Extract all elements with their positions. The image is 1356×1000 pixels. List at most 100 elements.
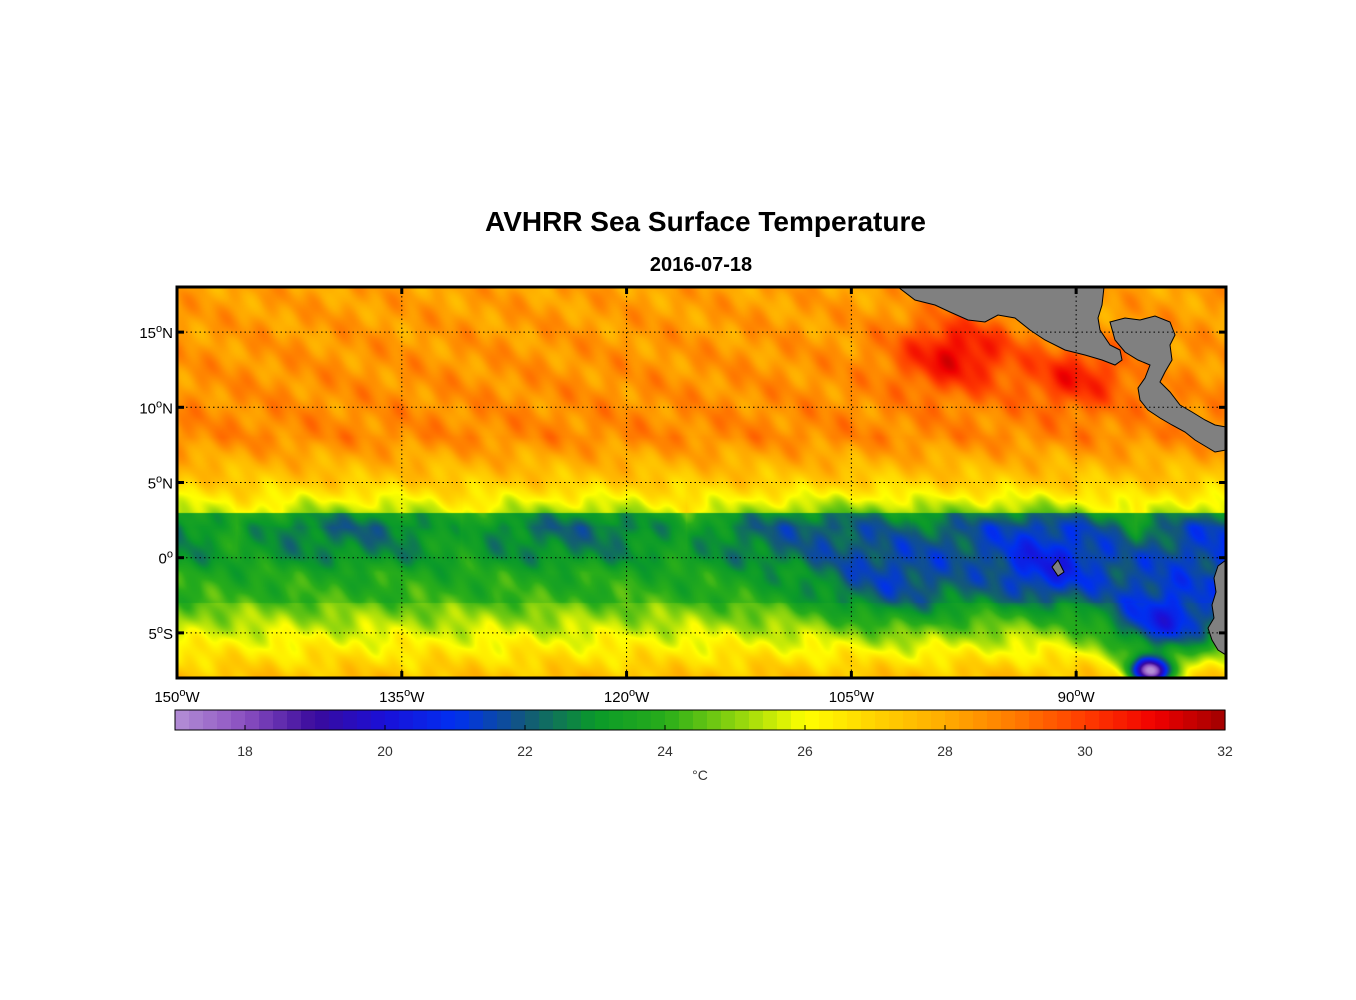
colorbar-swatch	[819, 710, 834, 730]
colorbar-swatch	[707, 710, 722, 730]
colorbar-swatch	[203, 710, 218, 730]
colorbar-swatch	[1099, 710, 1114, 730]
colorbar-swatch	[721, 710, 736, 730]
y-tick-label: 15oN	[139, 323, 173, 342]
y-tick-label: 10oN	[139, 398, 173, 417]
colorbar-swatch	[553, 710, 568, 730]
colorbar-swatch	[539, 710, 554, 730]
colorbar-swatch	[1169, 710, 1184, 730]
colorbar-swatch	[763, 710, 778, 730]
colorbar-swatch	[1113, 710, 1128, 730]
x-tick-label: 90oW	[1058, 687, 1096, 706]
south-america-land	[1207, 559, 1226, 656]
colorbar-swatch	[245, 710, 260, 730]
x-tick-label: 120oW	[604, 687, 650, 706]
colorbar-unit-label: °C	[692, 767, 708, 783]
colorbar-swatch	[259, 710, 274, 730]
colorbar-swatch	[917, 710, 932, 730]
colorbar-swatch	[665, 710, 680, 730]
colorbar-swatch	[483, 710, 498, 730]
colorbar-swatch	[987, 710, 1002, 730]
colorbar-swatch	[1029, 710, 1044, 730]
x-tick-label: 105oW	[829, 687, 875, 706]
colorbar-swatch	[1127, 710, 1142, 730]
colorbar-swatch	[1155, 710, 1170, 730]
colorbar-frame	[174, 709, 1226, 731]
colorbar-swatch	[175, 710, 190, 730]
colorbar-swatch	[1141, 710, 1156, 730]
colorbar-swatch	[413, 710, 428, 730]
colorbar-swatch	[231, 710, 246, 730]
colorbar-swatch	[581, 710, 596, 730]
colorbar-swatch	[679, 710, 694, 730]
colorbar-swatch	[1015, 710, 1030, 730]
colorbar-swatch	[805, 710, 820, 730]
colorbar-swatch	[791, 710, 806, 730]
colorbar-swatch	[497, 710, 512, 730]
colorbar-tick-label: 28	[937, 743, 953, 759]
colorbar-swatch	[749, 710, 764, 730]
colorbar-swatch	[637, 710, 652, 730]
colorbar-tick-label: 18	[237, 743, 253, 759]
colorbar-swatch	[847, 710, 862, 730]
colorbar-tick-label: 32	[1217, 743, 1233, 759]
colorbar-tick-label: 20	[377, 743, 393, 759]
colorbar-swatch	[525, 710, 540, 730]
colorbar-swatch	[735, 710, 750, 730]
y-tick-label: 5oN	[148, 474, 173, 493]
colorbar-swatch	[1043, 710, 1058, 730]
map-title: AVHRR Sea Surface Temperature	[485, 206, 926, 237]
colorbar-swatch	[357, 710, 372, 730]
colorbar-swatch	[441, 710, 456, 730]
colorbar-swatch	[833, 710, 848, 730]
colorbar-swatch	[301, 710, 316, 730]
colorbar-swatch	[371, 710, 386, 730]
colorbar-swatch	[273, 710, 288, 730]
colorbar-swatch	[1183, 710, 1198, 730]
colorbar: 18 20 22 24 26 28 30 32 °C	[174, 709, 1233, 783]
colorbar-swatch	[189, 710, 204, 730]
colorbar-swatch	[623, 710, 638, 730]
colorbar-swatch	[469, 710, 484, 730]
galapagos-island	[1051, 559, 1065, 577]
colorbar-swatch	[959, 710, 974, 730]
colorbar-swatch	[595, 710, 610, 730]
colorbar-tick-label: 22	[517, 743, 533, 759]
colorbar-swatch	[931, 710, 946, 730]
graticule	[177, 287, 1226, 678]
colorbar-swatch	[385, 710, 400, 730]
central-america-land-east	[1109, 315, 1226, 453]
map-subtitle: 2016-07-18	[649, 254, 753, 276]
colorbar-tick-label: 26	[797, 743, 813, 759]
colorbar-swatch	[651, 710, 666, 730]
colorbar-swatch	[693, 710, 708, 730]
colorbar-swatch	[861, 710, 876, 730]
central-america-land	[897, 287, 1123, 366]
colorbar-swatch	[609, 710, 624, 730]
colorbar-swatch	[1071, 710, 1086, 730]
colorbar-swatch	[455, 710, 470, 730]
colorbar-swatch	[567, 710, 582, 730]
colorbar-swatch	[343, 710, 358, 730]
colorbar-swatch	[287, 710, 302, 730]
colorbar-swatch	[217, 710, 232, 730]
axis-ticks: 150oW 135oW 120oW 105oW 90oW 15oN 10oN 5oN 0o 5oS	[139, 287, 1226, 706]
colorbar-swatch	[1085, 710, 1100, 730]
colorbar-tick-label: 30	[1077, 743, 1093, 759]
colorbar-swatch	[315, 710, 330, 730]
colorbar-swatch	[973, 710, 988, 730]
colorbar-swatch	[399, 710, 414, 730]
colorbar-swatch	[889, 710, 904, 730]
colorbar-swatch	[1197, 710, 1212, 730]
y-tick-label: 5oS	[149, 624, 173, 643]
colorbar-swatch	[1001, 710, 1016, 730]
colorbar-swatch	[329, 710, 344, 730]
colorbar-swatch	[945, 710, 960, 730]
colorbar-swatch	[903, 710, 918, 730]
land-mask	[897, 287, 1226, 656]
x-tick-label: 135oW	[379, 687, 425, 706]
y-tick-label: 0o	[159, 549, 173, 568]
x-tick-label: 150oW	[154, 687, 200, 706]
colorbar-swatch	[1211, 710, 1226, 730]
